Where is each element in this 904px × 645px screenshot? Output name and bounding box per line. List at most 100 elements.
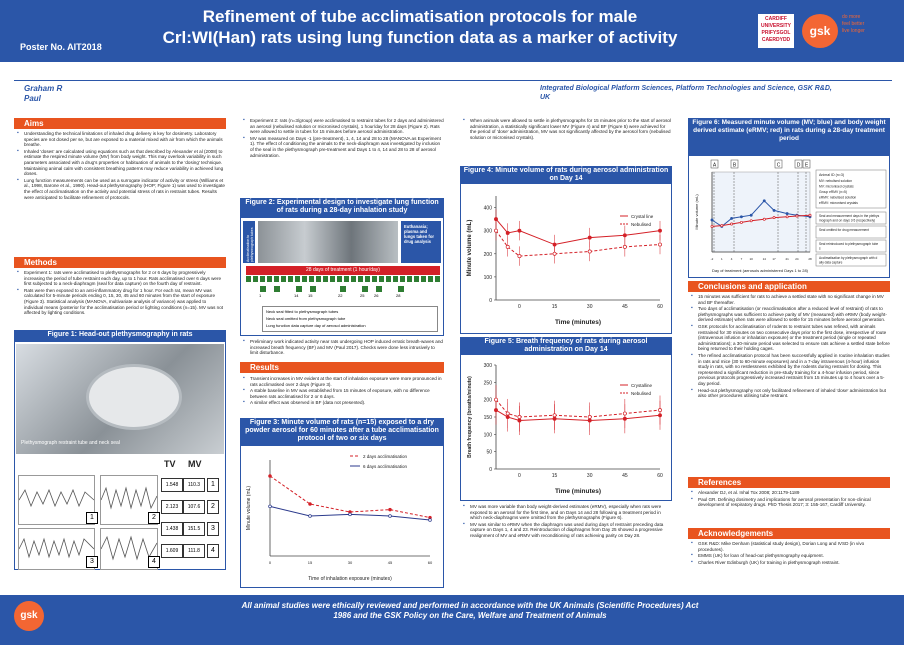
data-point [505, 411, 510, 416]
day-marker: 25 [360, 293, 365, 298]
aims-heading: Aims [14, 118, 226, 129]
legend-item: Lung function data capture day of aeroso… [266, 323, 366, 328]
title-line-2: Crl:WI(Han) rats using lung function dat… [162, 28, 678, 47]
tagline-2: feel better [842, 21, 865, 27]
trace-panel-3 [18, 528, 95, 570]
data-point [388, 507, 392, 512]
day-marker: 1 [259, 293, 262, 298]
x-tick-label: 45 [388, 560, 393, 565]
tv-mv-table: 1.548 110.3 1 2.123 107.6 2 1.438 151.5 … [161, 474, 221, 562]
photo-caption: Plethysmograph restraint tube and neck s… [21, 440, 120, 446]
trace-number-2: 2 [148, 512, 160, 524]
data-point [388, 514, 392, 518]
aims-list: Understanding the technical limitations … [16, 131, 226, 201]
cardiff-logo-text-3: PRIFYSGOL [761, 30, 791, 36]
trace-number-1: 1 [86, 512, 98, 524]
data-point [785, 212, 789, 216]
conclusions-heading: Conclusions and application [688, 281, 890, 292]
data-point [762, 199, 766, 203]
conclusion-item: Two days of acclimatisation (or reacclim… [690, 306, 890, 323]
x-tick-label: 45 [622, 304, 628, 310]
data-point [762, 217, 766, 221]
data-point [505, 244, 510, 249]
aims-item: Inhaled 'doses' are calculated using equ… [16, 149, 226, 177]
marker-label: D [797, 163, 801, 169]
data-point [658, 228, 662, 233]
poster-title: Refinement of tube acclimatisation proto… [100, 6, 740, 48]
x-tick-label: 30 [348, 560, 353, 565]
data-point [517, 415, 522, 419]
note-text: Seal reintroduced to plethysmograph tube [819, 242, 878, 246]
data-point [552, 413, 557, 418]
results-item: A similar effect was observed in BF (dat… [242, 400, 444, 406]
cardiff-logo: CARDIFF UNIVERSITY PRIFYSGOL CAERDYDD [758, 14, 794, 48]
y-tick-label: 50 [486, 450, 492, 456]
treatment-day-bar [246, 276, 440, 282]
key-item: MV: nebulised solution [819, 179, 852, 183]
x-tick-label: 60 [428, 560, 433, 565]
key-item: Group eRMV (n=5) [819, 190, 847, 194]
treatment-bar: 28 days of treatment (1 hour/day) [246, 266, 440, 275]
references-heading: References [688, 477, 890, 488]
aims-item: Lung function measurements can be used a… [16, 178, 226, 200]
data-point [268, 504, 272, 509]
data-point [494, 397, 498, 402]
legend-label: 6 days acclimatisation [363, 464, 408, 469]
data-point [808, 213, 812, 217]
x-tick-label: 45 [622, 473, 628, 479]
references-list: Alexander DJ, et al. Inhal Tox 2008; 20:… [690, 490, 890, 509]
y-axis-label: Breath frequency (breaths/minute) [467, 376, 473, 458]
note-text: Acclimatisation by plethysmograph with d [819, 256, 878, 260]
data-point [494, 217, 498, 222]
row-number: 4 [207, 544, 219, 558]
conclusion-item: Head-out plethysmography not only facili… [690, 388, 890, 399]
mv-value: 107.6 [183, 500, 205, 514]
x-tick-label: 24 [795, 257, 799, 261]
table-row: 1.609 111.8 4 [161, 540, 221, 562]
row-number: 1 [207, 478, 219, 492]
conclusion-item: The refined acclimatisation protocol has… [690, 353, 890, 387]
figure-4-title: Figure 4: Minute volume of rats during a… [460, 166, 672, 184]
mv-value: 111.8 [183, 544, 205, 558]
y-axis-label: Minute volume (mL) [694, 194, 699, 230]
y-tick-label: 100 [484, 275, 493, 281]
x-tick-label: 30 [587, 473, 593, 479]
variability-list: MV was more variable than body weight-de… [462, 504, 672, 540]
mv-label: MV [188, 459, 202, 469]
ethics-statement: All animal studies were ethically review… [241, 601, 699, 620]
x-tick-label: 60 [657, 473, 663, 479]
data-point [505, 231, 510, 235]
x-tick-label: 0 [518, 473, 521, 479]
experiment-2-list: Experiment 2: rats (n=3/group) were accl… [242, 118, 444, 159]
data-point [730, 216, 734, 220]
row-number: 2 [207, 500, 219, 514]
data-point [517, 254, 522, 259]
day-marker: 14 [294, 293, 299, 298]
data-point [622, 233, 627, 238]
data-point [785, 215, 789, 219]
data-point [658, 242, 662, 247]
data-point [622, 244, 627, 249]
variability-item: MV was similar to eRMV when the diaphrag… [462, 522, 672, 539]
data-point [552, 251, 557, 256]
data-point [749, 213, 753, 217]
methods-heading: Methods [14, 257, 226, 268]
y-tick-label: 100 [484, 432, 493, 438]
marker-box [260, 286, 266, 292]
x-tick-label: 15 [552, 473, 558, 479]
figure-3-panel [240, 418, 444, 588]
trace-number-3: 3 [86, 556, 98, 568]
x-tick-label: 30 [587, 304, 593, 310]
note-box [815, 225, 887, 239]
acknowledgement-item: EMMS (UK) for loan of head-out plethysmo… [690, 553, 890, 559]
cardiff-logo-text-4: CAERDYDD [761, 37, 791, 43]
author-line-2: Paul [24, 94, 41, 103]
marker-label: A [713, 163, 717, 169]
mv-value: 151.5 [183, 522, 205, 536]
data-point [739, 220, 743, 224]
series-line [495, 230, 661, 257]
trace-wave-2 [100, 486, 158, 510]
plethysmograph-photo: Plethysmograph restraint tube and neck s… [16, 344, 224, 454]
marker-box [310, 286, 316, 292]
legend-label: Crystalline [631, 383, 653, 388]
